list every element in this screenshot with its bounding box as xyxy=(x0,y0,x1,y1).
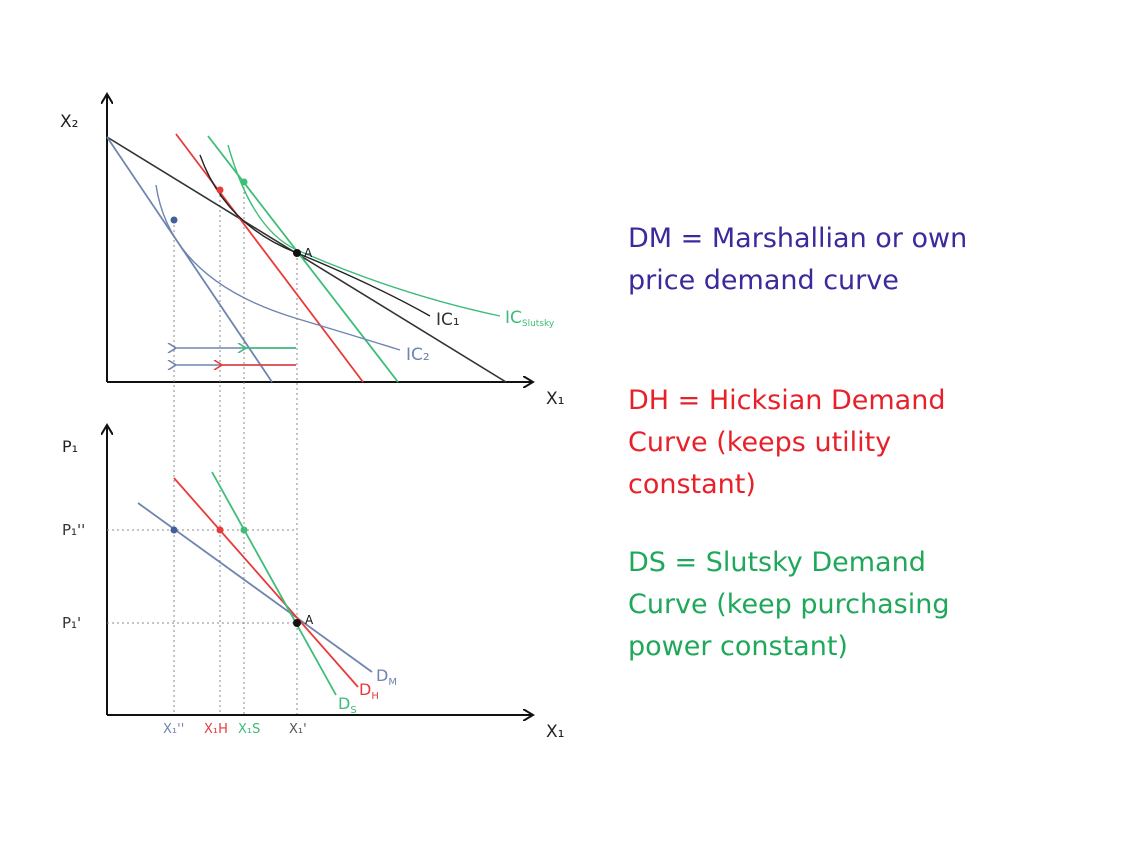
top-x-axis-label: X₁ xyxy=(546,389,564,409)
dh-label: DH xyxy=(359,680,379,702)
p1-low-label: P₁' xyxy=(62,614,81,632)
bottom-panel: P₁ X₁ P₁'' P₁' A DM DH DS X₁'' X₁H X₁S X… xyxy=(62,425,564,742)
legend-hicksian-text: DH = Hicksian Demand Curve (keeps utilit… xyxy=(628,385,946,500)
bottom-point-slutsky xyxy=(240,526,248,534)
hicksian-compensated-line xyxy=(175,133,364,383)
ic-slutsky-label: ICSlutsky xyxy=(505,308,555,329)
top-point-marshallian xyxy=(170,216,178,224)
legend-marshallian: DM = Marshallian or own price demand cur… xyxy=(628,218,988,302)
top-point-a-label: A xyxy=(304,246,313,260)
ic1-label: IC₁ xyxy=(436,310,460,330)
ic-slutsky-curve xyxy=(227,144,501,317)
legend-hicksian: DH = Hicksian Demand Curve (keeps utilit… xyxy=(628,380,988,506)
x-tick-x1h: X₁H xyxy=(204,722,228,737)
bottom-point-marshallian xyxy=(170,526,178,534)
ic1-curve xyxy=(199,154,431,317)
original-budget-line xyxy=(106,136,507,383)
p1-high-label: P₁'' xyxy=(62,521,85,539)
x-tick-x1p: X₁' xyxy=(289,722,307,737)
slutsky-compensated-line xyxy=(207,135,399,383)
ic2-curve xyxy=(155,184,401,351)
legend-marshallian-text: DM = Marshallian or own price demand cur… xyxy=(628,223,968,296)
demand-diagram: X₂ X₁ A IC₁ IC₂ ICSlutsky P₁ X₁ P₁'' P₁'… xyxy=(60,0,564,742)
top-point-a xyxy=(293,249,301,257)
ic2-label: IC₂ xyxy=(406,345,430,365)
dm-label: DM xyxy=(376,666,397,688)
dm-subscript: M xyxy=(388,677,397,688)
hicksian-demand-curve xyxy=(173,477,359,688)
bottom-point-hicksian xyxy=(216,526,224,534)
bottom-x-axis-label: X₁ xyxy=(546,722,564,742)
bottom-y-axis-label: P₁ xyxy=(62,437,78,456)
top-point-hicksian xyxy=(216,186,224,194)
bottom-point-a xyxy=(293,619,301,627)
new-budget-line xyxy=(106,136,273,383)
ds-label: DS xyxy=(338,694,357,716)
x-tick-x1s: X₁S xyxy=(238,722,260,737)
top-y-axis-label: X₂ xyxy=(60,112,78,132)
legend-slutsky: DS = Slutsky Demand Curve (keep purchasi… xyxy=(628,542,988,668)
legend-slutsky-text: DS = Slutsky Demand Curve (keep purchasi… xyxy=(628,547,950,662)
top-panel: X₂ X₁ A IC₁ IC₂ ICSlutsky xyxy=(60,94,564,715)
bottom-point-a-label: A xyxy=(305,613,314,627)
top-point-slutsky xyxy=(240,178,248,186)
dh-subscript: H xyxy=(371,691,379,702)
ic-slutsky-subscript: Slutsky xyxy=(522,319,555,329)
ds-subscript: S xyxy=(350,705,356,716)
slutsky-demand-curve xyxy=(211,471,337,696)
x-tick-x1pp: X₁'' xyxy=(163,722,184,737)
